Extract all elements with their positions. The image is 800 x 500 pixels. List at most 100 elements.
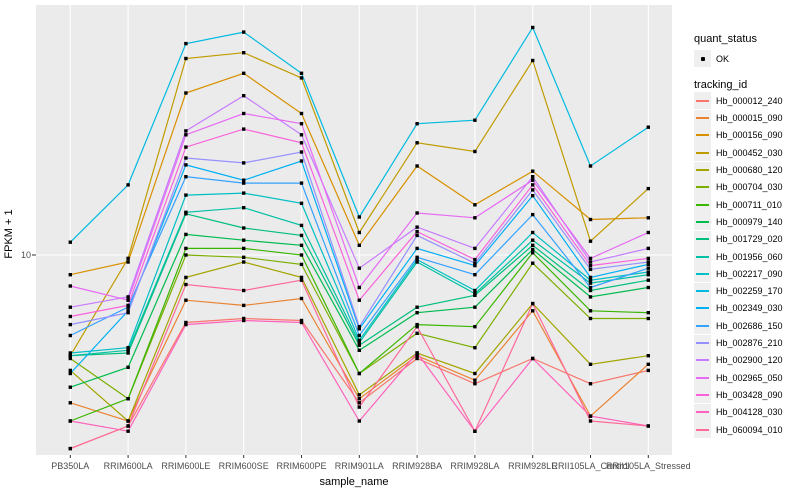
legend-line-icon: [696, 186, 709, 189]
legend-line-icon: [696, 255, 709, 258]
legend-item-label: Hb_002686_150: [716, 320, 783, 331]
legend-item-tracking: Hb_002259_170: [694, 282, 783, 300]
legend-item-label: Hb_000452_030: [716, 147, 783, 158]
legend-line-icon: [696, 220, 709, 223]
legend-line-icon: [696, 428, 709, 431]
x-axis-title: sample_name: [319, 476, 389, 488]
legend-line-icon: [696, 272, 709, 275]
x-tick-label: RRII105LA_Control: [551, 461, 630, 471]
legend-key: [694, 386, 711, 404]
legend-key: [694, 351, 711, 369]
legend-item-label: Hb_001956_060: [716, 251, 783, 262]
legend-item-label: Hb_000979_140: [716, 216, 783, 227]
legend-title-tracking-id: tracking_id: [694, 79, 748, 91]
legend-item-label: Hb_000704_030: [716, 182, 783, 193]
legend-key: [694, 126, 711, 144]
legend-key: [694, 92, 711, 110]
legend-item-tracking: Hb_002965_050: [694, 369, 783, 387]
legend-item-label: OK: [716, 53, 730, 64]
x-tick-label: RRIM600SE: [218, 461, 269, 471]
legend-item-tracking: Hb_001729_020: [694, 230, 783, 248]
y-tick-label: 10: [20, 249, 31, 260]
legend-key: [694, 230, 711, 248]
legend-item-label: Hb_002900_120: [716, 355, 783, 366]
legend-line-icon: [696, 324, 709, 327]
legend-item-label: Hb_000015_090: [716, 113, 783, 124]
legend-line-icon: [696, 290, 709, 293]
legend-key: [694, 213, 711, 231]
legend-item-tracking: Hb_060094_010: [694, 421, 783, 438]
legend-item-tracking: Hb_002686_150: [694, 317, 783, 335]
legend-key: [694, 109, 711, 127]
legend-key: [694, 161, 711, 179]
legend-line-icon: [696, 134, 709, 137]
legend-item-quant-ok: OK: [694, 50, 729, 67]
legend-key: [694, 144, 711, 162]
legend-item-label: Hb_000156_090: [716, 130, 783, 141]
legend-item-label: Hb_002259_170: [716, 286, 783, 297]
x-tick-label: RRIM928LE: [508, 461, 558, 471]
legend-key: [694, 334, 711, 352]
legend-key: [694, 196, 711, 214]
legend-key: [694, 265, 711, 283]
legend-item-tracking: Hb_000015_090: [694, 109, 783, 127]
legend-item-tracking: Hb_002349_030: [694, 299, 783, 317]
legend-item-label: Hb_002876_210: [716, 338, 783, 348]
legend-line-icon: [696, 411, 709, 414]
x-tick-label: RRIM600LA: [103, 461, 153, 471]
legend-item-label: Hb_002965_050: [716, 372, 783, 383]
x-tick-label: RRIM928LA: [450, 461, 500, 471]
legend-line-icon: [696, 307, 709, 310]
legend-line-icon: [696, 359, 709, 362]
x-tick-label: RRIM901LA: [334, 461, 384, 471]
x-tick-label: RRIM600PE: [276, 461, 327, 471]
legend-line-icon: [696, 342, 709, 344]
legend-item-tracking: Hb_000452_030: [694, 144, 783, 162]
legend-item-tracking: Hb_002217_090: [694, 265, 783, 283]
legend-line-icon: [696, 117, 709, 120]
legend-item-label: Hb_003428_090: [716, 389, 783, 400]
legend-item-tracking: Hb_003428_090: [694, 386, 783, 404]
x-tick-label: PB350LA: [51, 461, 90, 471]
legend-line-icon: [696, 238, 709, 241]
legend-item-tracking: Hb_000012_240: [694, 92, 783, 110]
legend-line-icon: [696, 99, 709, 102]
ok-point-icon: [700, 56, 705, 61]
x-tick-label: RRII105LA_Stressed: [606, 461, 691, 471]
legend-key: [694, 317, 711, 335]
legend-line-icon: [696, 203, 709, 206]
legend: quant_status OK tracking_id Hb_000012_24…: [688, 0, 800, 500]
legend-item-tracking: Hb_000156_090: [694, 126, 783, 144]
legend-key: [694, 299, 711, 317]
legend-line-icon: [696, 151, 709, 154]
x-tick-label: RRIM600LE: [161, 461, 211, 471]
legend-key: [694, 50, 711, 67]
legend-item-label: Hb_060094_010: [716, 424, 783, 435]
x-tick-label: RRIM928BA: [392, 461, 443, 471]
legend-item-label: Hb_000711_010: [716, 199, 782, 210]
legend-item-label: Hb_000012_240: [716, 95, 783, 106]
legend-title-quant-status: quant_status: [694, 33, 757, 45]
legend-item-tracking: Hb_002900_120: [694, 351, 783, 369]
legend-key: [694, 403, 711, 421]
legend-item-tracking: Hb_000711_010: [694, 196, 782, 214]
legend-item-tracking: Hb_001956_060: [694, 248, 783, 265]
legend-item-label: Hb_002349_030: [716, 303, 783, 314]
legend-key: [694, 178, 711, 196]
legend-item-label: Hb_004128_030: [716, 407, 783, 418]
legend-key: [694, 421, 711, 438]
legend-item-label: Hb_001729_020: [716, 234, 783, 245]
legend-key: [694, 248, 711, 265]
legend-key: [694, 369, 711, 387]
legend-line-icon: [696, 376, 709, 379]
legend-item-tracking: Hb_002876_210: [694, 334, 783, 352]
legend-item-label: Hb_002217_090: [716, 268, 783, 279]
legend-key: [694, 282, 711, 300]
legend-item-label: Hb_000680_120: [716, 165, 783, 175]
legend-line-icon: [696, 169, 709, 171]
legend-item-tracking: Hb_000979_140: [694, 213, 783, 231]
legend-item-tracking: Hb_000680_120: [694, 161, 783, 179]
legend-item-tracking: Hb_000704_030: [694, 178, 783, 196]
